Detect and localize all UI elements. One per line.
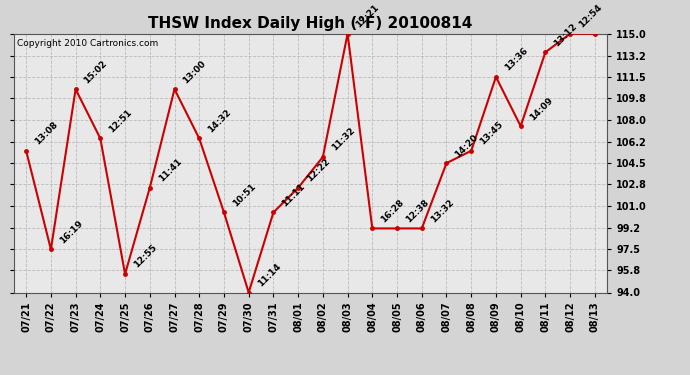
Text: 11:11: 11:11: [280, 182, 307, 208]
Text: Copyright 2010 Cartronics.com: Copyright 2010 Cartronics.com: [17, 39, 158, 48]
Text: 13:45: 13:45: [478, 120, 505, 147]
Text: 13:08: 13:08: [33, 120, 59, 147]
Text: 11:14: 11:14: [255, 262, 282, 288]
Text: 13:36: 13:36: [503, 46, 529, 73]
Text: 12:51: 12:51: [107, 108, 134, 134]
Text: 11:32: 11:32: [330, 126, 357, 153]
Title: THSW Index Daily High (°F) 20100814: THSW Index Daily High (°F) 20100814: [148, 16, 473, 31]
Text: 16:19: 16:19: [58, 219, 85, 245]
Text: 12:22: 12:22: [305, 157, 332, 184]
Text: 12:38: 12:38: [404, 198, 431, 224]
Text: 13:00: 13:00: [181, 58, 208, 85]
Text: 12:55: 12:55: [132, 243, 159, 270]
Text: 14:09: 14:09: [528, 95, 554, 122]
Text: 14:32: 14:32: [206, 108, 233, 134]
Text: 16:28: 16:28: [380, 198, 406, 224]
Text: 10:51: 10:51: [231, 182, 257, 208]
Text: 13:32: 13:32: [428, 198, 455, 224]
Text: 14:20: 14:20: [453, 132, 480, 159]
Text: 12:21: 12:21: [355, 3, 381, 30]
Text: 12:54: 12:54: [577, 3, 604, 30]
Text: 13:12: 13:12: [552, 21, 579, 48]
Text: 15:02: 15:02: [83, 58, 109, 85]
Text: 11:41: 11:41: [157, 157, 184, 184]
